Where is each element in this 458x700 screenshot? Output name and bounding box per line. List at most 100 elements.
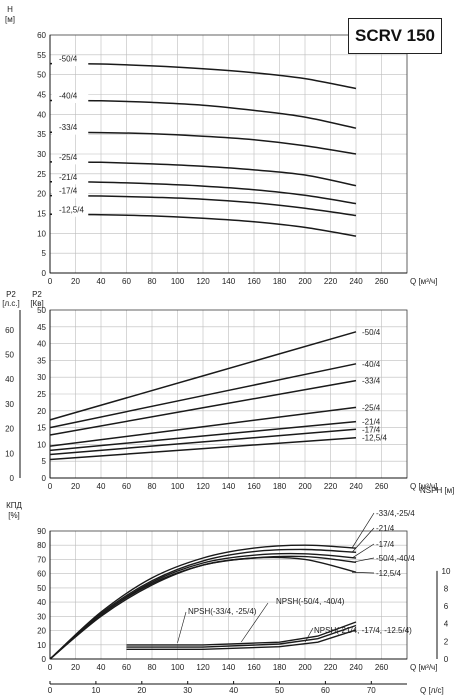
- npsh-curve: [126, 624, 357, 648]
- head-x-tick-label: 0: [48, 277, 53, 286]
- npsh-series-label: NPSH(-50/4, -40/4): [276, 597, 345, 606]
- head-x-tick-label: 40: [97, 277, 106, 286]
- head-x-axis-label: Q [м³/ч]: [410, 277, 437, 286]
- power-series-label: -50/4: [362, 328, 381, 337]
- power-x-tick-label: 120: [196, 482, 210, 491]
- power-y-tick-label: 0: [42, 474, 47, 483]
- power-hp-tick-label: 50: [5, 350, 14, 359]
- power-curve: [49, 363, 357, 429]
- eff-x-tick-label: 200: [298, 663, 312, 672]
- power-x-tick-label: 40: [97, 482, 106, 491]
- power-y-tick-label: 35: [37, 356, 46, 365]
- eff-x-axis-label: Q [м³/ч]: [410, 663, 437, 672]
- power-y-tick-label: 40: [37, 340, 46, 349]
- head-series-label: -12,5/4: [59, 205, 84, 214]
- eff-series-label: -21/4: [376, 524, 395, 533]
- npsh-tick-label: 8: [444, 584, 449, 593]
- power-x-tick-label: 0: [48, 482, 53, 491]
- head-curve: [49, 161, 357, 187]
- power-series-label: -33/4: [362, 377, 381, 386]
- head-x-tick-label: 180: [273, 277, 287, 286]
- eff-curve: [49, 544, 357, 660]
- head-x-tick-label: 120: [196, 277, 210, 286]
- eff-x-tick-label: 0: [48, 663, 53, 672]
- head-y-tick-label: 0: [42, 269, 47, 278]
- power-curve: [49, 331, 357, 421]
- head-series-label: -50/4: [59, 55, 78, 64]
- eff-y-tick-label: 50: [37, 584, 46, 593]
- eff-x-tick-label: 120: [196, 663, 210, 672]
- head-y-tick-label: 55: [37, 51, 46, 60]
- power-y-tick-label: 45: [37, 323, 46, 332]
- npsh-leader-line: [304, 627, 314, 643]
- eff-leader-line: [351, 512, 375, 549]
- power-curve: [49, 436, 357, 461]
- power-x-tick-label: 200: [298, 482, 312, 491]
- power-y-tick-label: 5: [42, 457, 47, 466]
- eff-x-tick-label: 40: [97, 663, 106, 672]
- eff-y-tick-label: 30: [37, 612, 46, 621]
- head-x-tick-label: 160: [247, 277, 261, 286]
- ls-axis-label: Q [л/с]: [420, 686, 444, 695]
- npsh-leader-line: [177, 611, 187, 643]
- power-hp-axis-unit: [л.с.]: [2, 299, 20, 308]
- npsh-curve: [126, 621, 357, 646]
- eff-y-tick-label: 0: [42, 655, 47, 664]
- eff-x-tick-label: 60: [122, 663, 131, 672]
- power-y-tick-label: 15: [37, 424, 46, 433]
- eff-leader-line: [351, 557, 375, 563]
- npsh-tick-label: 2: [444, 637, 449, 646]
- head-series-label: -40/4: [59, 91, 78, 100]
- head-x-tick-label: 220: [324, 277, 338, 286]
- head-curve: [49, 131, 357, 155]
- eff-series-label: -17/4: [376, 540, 395, 549]
- npsh-series-label: NPSH(-21/4, -17/4, -12.5/4): [314, 626, 412, 635]
- ls-tick-label: 20: [137, 686, 146, 695]
- power-series-label: -17/4: [362, 425, 381, 434]
- head-curve: [49, 99, 357, 129]
- ls-tick-label: 60: [321, 686, 330, 695]
- eff-x-tick-label: 260: [375, 663, 389, 672]
- head-y-tick-label: 10: [37, 229, 46, 238]
- eff-y-tick-label: 90: [37, 527, 46, 536]
- eff-y-tick-label: 60: [37, 570, 46, 579]
- power-series-label: -25/4: [362, 403, 381, 412]
- power-y-tick-label: 30: [37, 373, 46, 382]
- eff-y-tick-label: 10: [37, 641, 46, 650]
- eff-leader-line: [351, 527, 375, 553]
- ls-tick-label: 40: [229, 686, 238, 695]
- head-series-label: -25/4: [59, 153, 78, 162]
- power-y-tick-label: 50: [37, 306, 46, 315]
- power-series-label: -12,5/4: [362, 434, 387, 443]
- power-x-tick-label: 180: [273, 482, 287, 491]
- eff-series-label: -33/4,-25/4: [376, 509, 415, 518]
- npsh-tick-label: 0: [444, 655, 449, 664]
- power-x-tick-label: 140: [222, 482, 236, 491]
- ls-tick-label: 10: [91, 686, 100, 695]
- power-y-tick-label: 25: [37, 390, 46, 399]
- power-y-tick-label: 20: [37, 407, 46, 416]
- eff-x-tick-label: 100: [171, 663, 185, 672]
- power-hp-tick-label: 10: [5, 449, 14, 458]
- head-x-tick-label: 20: [71, 277, 80, 286]
- npsh-series-label: NPSH(-33/4, -25/4): [188, 607, 257, 616]
- eff-x-tick-label: 180: [273, 663, 287, 672]
- head-x-tick-label: 140: [222, 277, 236, 286]
- npsh-leader-line: [241, 602, 269, 643]
- power-hp-tick-label: 20: [5, 425, 14, 434]
- ls-tick-label: 50: [275, 686, 284, 695]
- head-series-label: -33/4: [59, 123, 78, 132]
- ls-tick-label: 70: [367, 686, 376, 695]
- head-x-tick-label: 100: [171, 277, 185, 286]
- eff-y-axis-unit: [%]: [8, 511, 20, 520]
- eff-y-tick-label: 40: [37, 598, 46, 607]
- eff-curve: [49, 548, 357, 660]
- npsh-tick-label: 10: [442, 567, 451, 576]
- eff-series-label: -50/4,-40/4: [376, 554, 415, 563]
- eff-leader-line: [351, 571, 375, 574]
- chart-title: SCRV 150: [348, 18, 442, 54]
- power-x-tick-label: 100: [171, 482, 185, 491]
- power-series-label: -21/4: [362, 418, 381, 427]
- ls-tick-label: 0: [48, 686, 53, 695]
- power-hp-tick-label: 0: [10, 474, 15, 483]
